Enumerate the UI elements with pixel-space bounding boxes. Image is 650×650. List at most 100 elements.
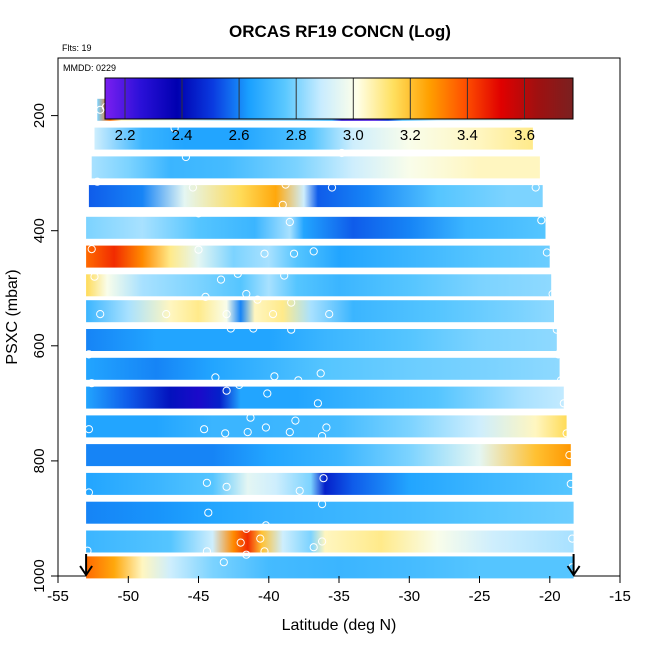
sample-point (318, 500, 327, 509)
colorbar-tick-label: 3.2 (400, 127, 421, 144)
colorbar-fill (105, 78, 573, 119)
sample-point (87, 245, 96, 254)
heatmap-band (86, 357, 560, 380)
y-tick-label: 1000 (31, 559, 48, 592)
sample-point (552, 325, 561, 334)
sample-point (242, 524, 251, 533)
sample-point (235, 380, 244, 389)
sample-point (181, 152, 190, 162)
heatmap-band (86, 530, 574, 553)
flights-label: Flts: 19 (62, 43, 92, 53)
heatmap-band (86, 472, 573, 495)
sample-point (201, 292, 210, 301)
heatmap-band (86, 300, 554, 323)
sample-point (318, 432, 327, 441)
sample-point (322, 423, 331, 432)
colorbar-ticks: 2.2 2.4 2.6 2.8 3.0 3.2 3.4 3.6 (115, 127, 535, 144)
flight-end-markers (79, 554, 581, 577)
sample-point (260, 547, 269, 556)
heatmap-band (86, 444, 571, 467)
sample-point (548, 289, 557, 299)
sample-point (289, 249, 299, 258)
heatmap-band (86, 329, 557, 351)
sample-point (242, 289, 251, 299)
x-tick-label: -30 (398, 588, 420, 605)
sample-point (278, 200, 287, 209)
colorbar-tick-label: 2.6 (229, 127, 250, 144)
sample-point (316, 369, 325, 378)
sample-point (96, 310, 105, 319)
sample-point (260, 249, 269, 258)
sample-point (280, 271, 289, 280)
sample-point (204, 508, 213, 517)
sample-point (188, 183, 197, 192)
colorbar-tick-label: 3.0 (343, 127, 364, 144)
sample-point (87, 379, 96, 388)
heatmap-band (94, 127, 533, 150)
sample-point (194, 209, 203, 218)
sample-point (200, 425, 209, 434)
x-tick-label: -20 (539, 588, 561, 605)
colorbar (104, 77, 574, 120)
sample-point (194, 245, 203, 254)
sample-point (285, 217, 294, 227)
flight-arrow-head (79, 565, 93, 577)
sample-point (309, 247, 318, 256)
sample-point (261, 521, 270, 530)
sample-point (219, 558, 228, 567)
sample-point (202, 478, 211, 487)
date-label: MMDD: 0229 (63, 63, 116, 73)
sample-point (222, 482, 231, 491)
sample-point (253, 295, 262, 304)
y-tick-label: 400 (31, 218, 48, 243)
chart-title: ORCAS RF19 CONCN (Log) (229, 22, 451, 41)
colorbar-tick-label: 2.8 (286, 127, 307, 144)
sample-point (211, 373, 220, 382)
heatmap-band (86, 386, 564, 409)
sample-point (325, 310, 334, 319)
sample-point (162, 310, 171, 319)
colorbar-tick-label: 2.2 (115, 127, 136, 144)
x-axis-label: Latitude (deg N) (282, 617, 397, 634)
heatmap-bands (86, 98, 574, 579)
sample-point (568, 534, 577, 543)
sample-point (319, 474, 328, 483)
heatmap-band (86, 556, 574, 579)
x-tick-label: -25 (469, 588, 491, 605)
x-axis: -55 -50 -45 -40 -35 -30 -25 -20 -15 (47, 576, 631, 605)
x-tick-label: -45 (188, 588, 210, 605)
x-tick-label: -40 (258, 588, 280, 605)
sample-point (309, 543, 318, 552)
heatmap-band (86, 245, 550, 268)
sample-point (556, 376, 566, 385)
sample-point (327, 183, 337, 192)
x-tick-label: -15 (609, 588, 631, 605)
sample-point (291, 416, 300, 425)
colorbar-frame (104, 77, 574, 120)
sample-point (246, 413, 255, 422)
heatmap-band (86, 274, 552, 297)
sample-point (242, 550, 251, 559)
heatmap-band (86, 216, 546, 239)
sample-point (294, 376, 303, 385)
sample-point (270, 372, 279, 381)
sample-point (249, 324, 258, 333)
sample-point (281, 180, 290, 189)
sample-point (222, 310, 231, 319)
y-axis-label: PSXC (mbar) (4, 269, 21, 364)
sample-point (202, 547, 211, 556)
x-tick-label: -50 (117, 588, 139, 605)
sample-point (221, 429, 230, 438)
sample-point (83, 546, 92, 555)
sample-point (226, 324, 235, 333)
sample-point (261, 423, 270, 432)
heatmap-band (86, 415, 567, 438)
y-axis: 200 400 600 800 1000 (31, 103, 58, 593)
sample-point (313, 399, 322, 408)
sample-point (566, 479, 575, 488)
sample-point (216, 275, 226, 284)
sample-point (295, 486, 304, 495)
sample-point (236, 538, 245, 547)
sample-point (233, 269, 242, 278)
